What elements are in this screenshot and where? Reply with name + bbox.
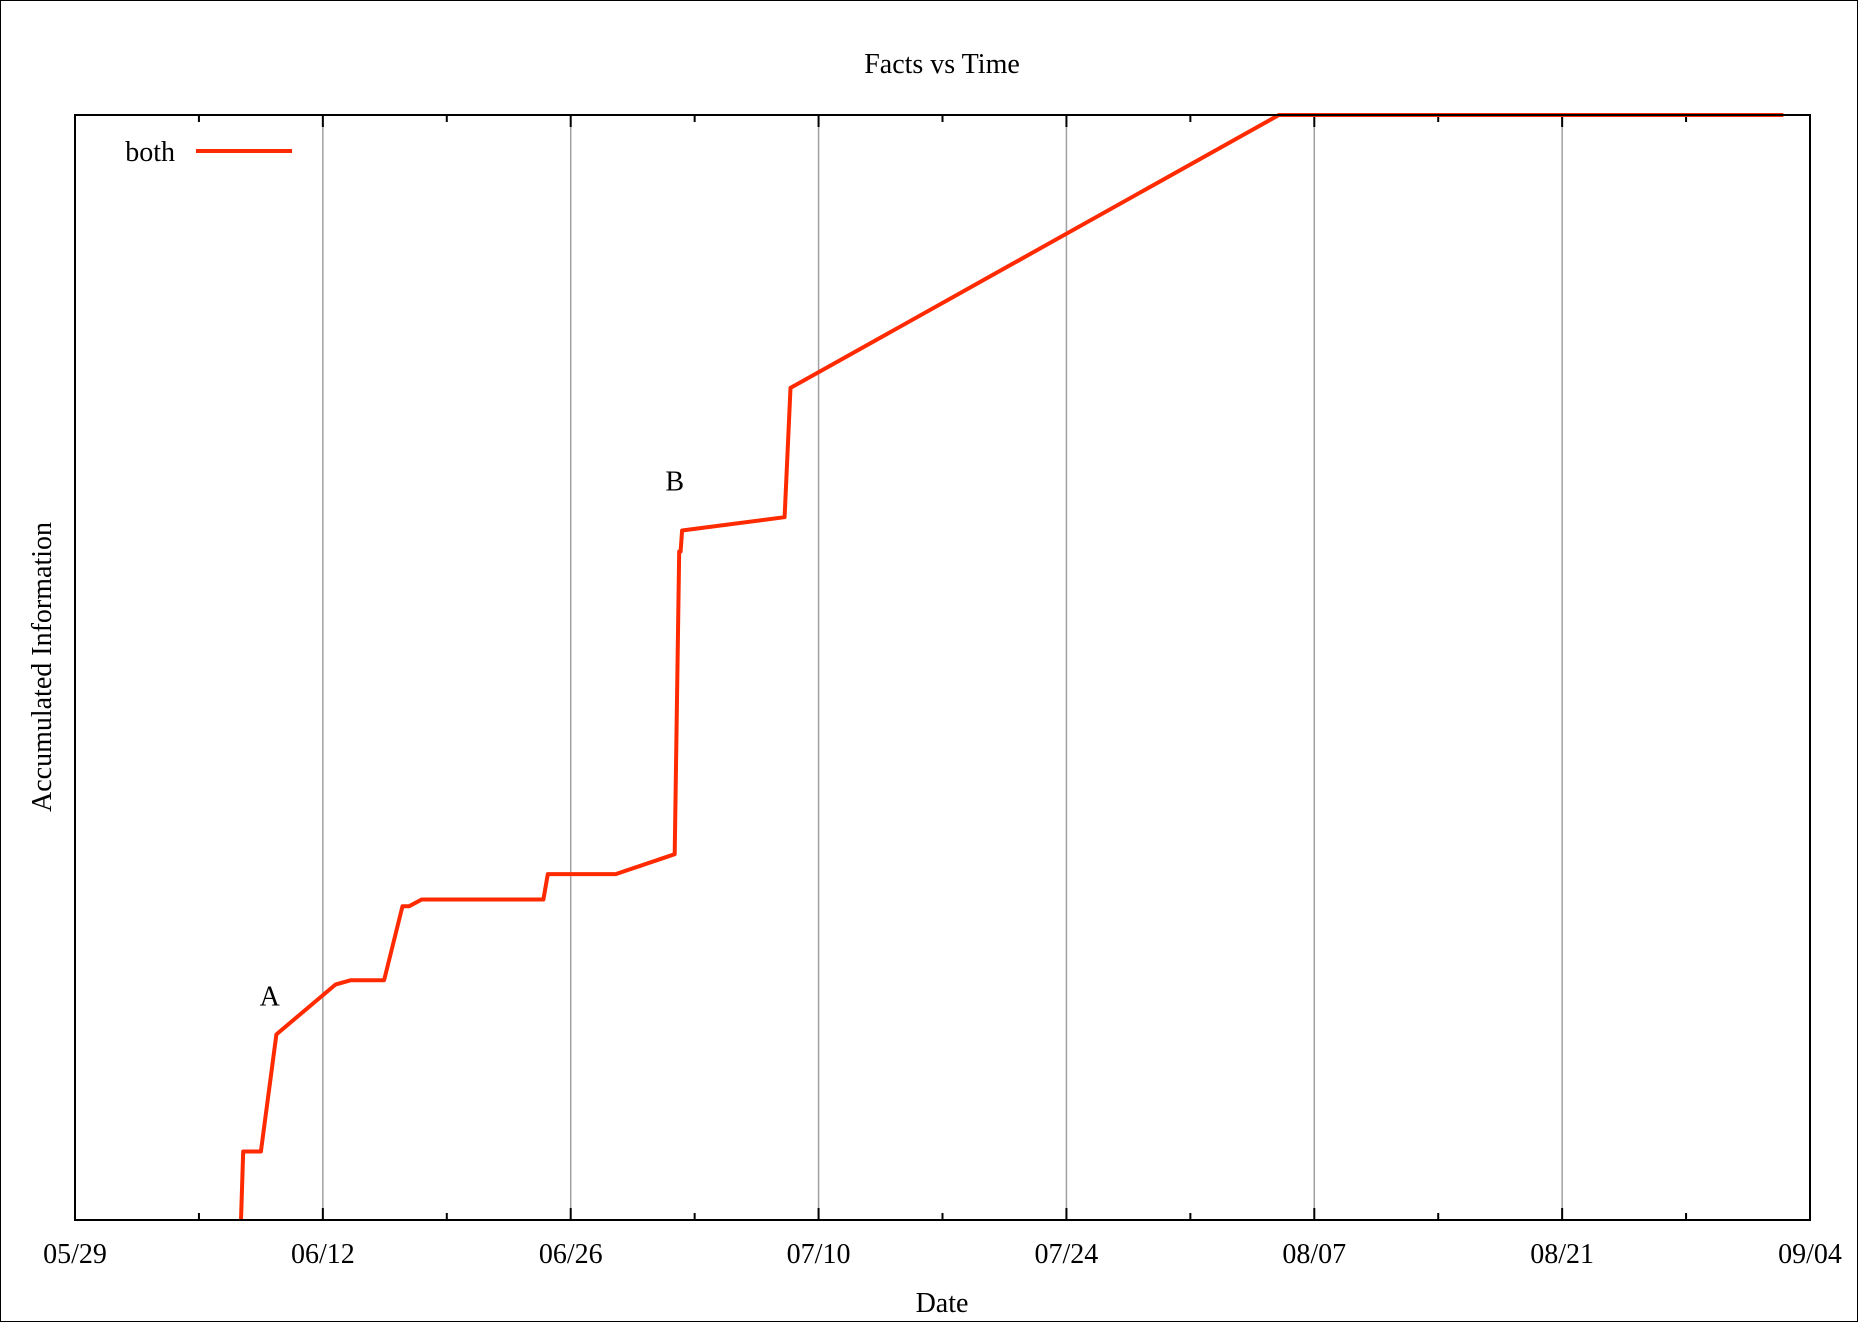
x-tick-label: 06/12 (291, 1239, 355, 1270)
chart-title: Facts vs Time (864, 49, 1020, 80)
x-tick-label: 07/24 (1035, 1239, 1099, 1270)
x-tick-label: 07/10 (787, 1239, 851, 1270)
x-axis-label: Date (916, 1288, 969, 1319)
annotation-A: A (260, 982, 281, 1013)
annotation-B: B (665, 467, 684, 498)
plot-frame (74, 114, 1811, 1221)
legend: both (125, 137, 292, 168)
legend-label-both: both (125, 137, 175, 168)
grid-layer (322, 115, 1563, 1220)
series-layer (239, 113, 1784, 1221)
x-tick-label: 05/29 (43, 1239, 107, 1270)
x-tick-label: 08/21 (1530, 1239, 1594, 1270)
x-tick-label: 08/07 (1282, 1239, 1346, 1270)
x-tick-label: 06/26 (539, 1239, 603, 1270)
x-tick-labels: 05/29 06/12 06/26 07/10 07/24 08/07 08/21 09/04 (43, 1239, 1842, 1270)
x-tick-label: 09/04 (1778, 1239, 1842, 1270)
y-axis-label: Accumulated Information (27, 522, 58, 812)
annotation-layer: AB (260, 467, 684, 1013)
series-line-both (239, 113, 1784, 1221)
